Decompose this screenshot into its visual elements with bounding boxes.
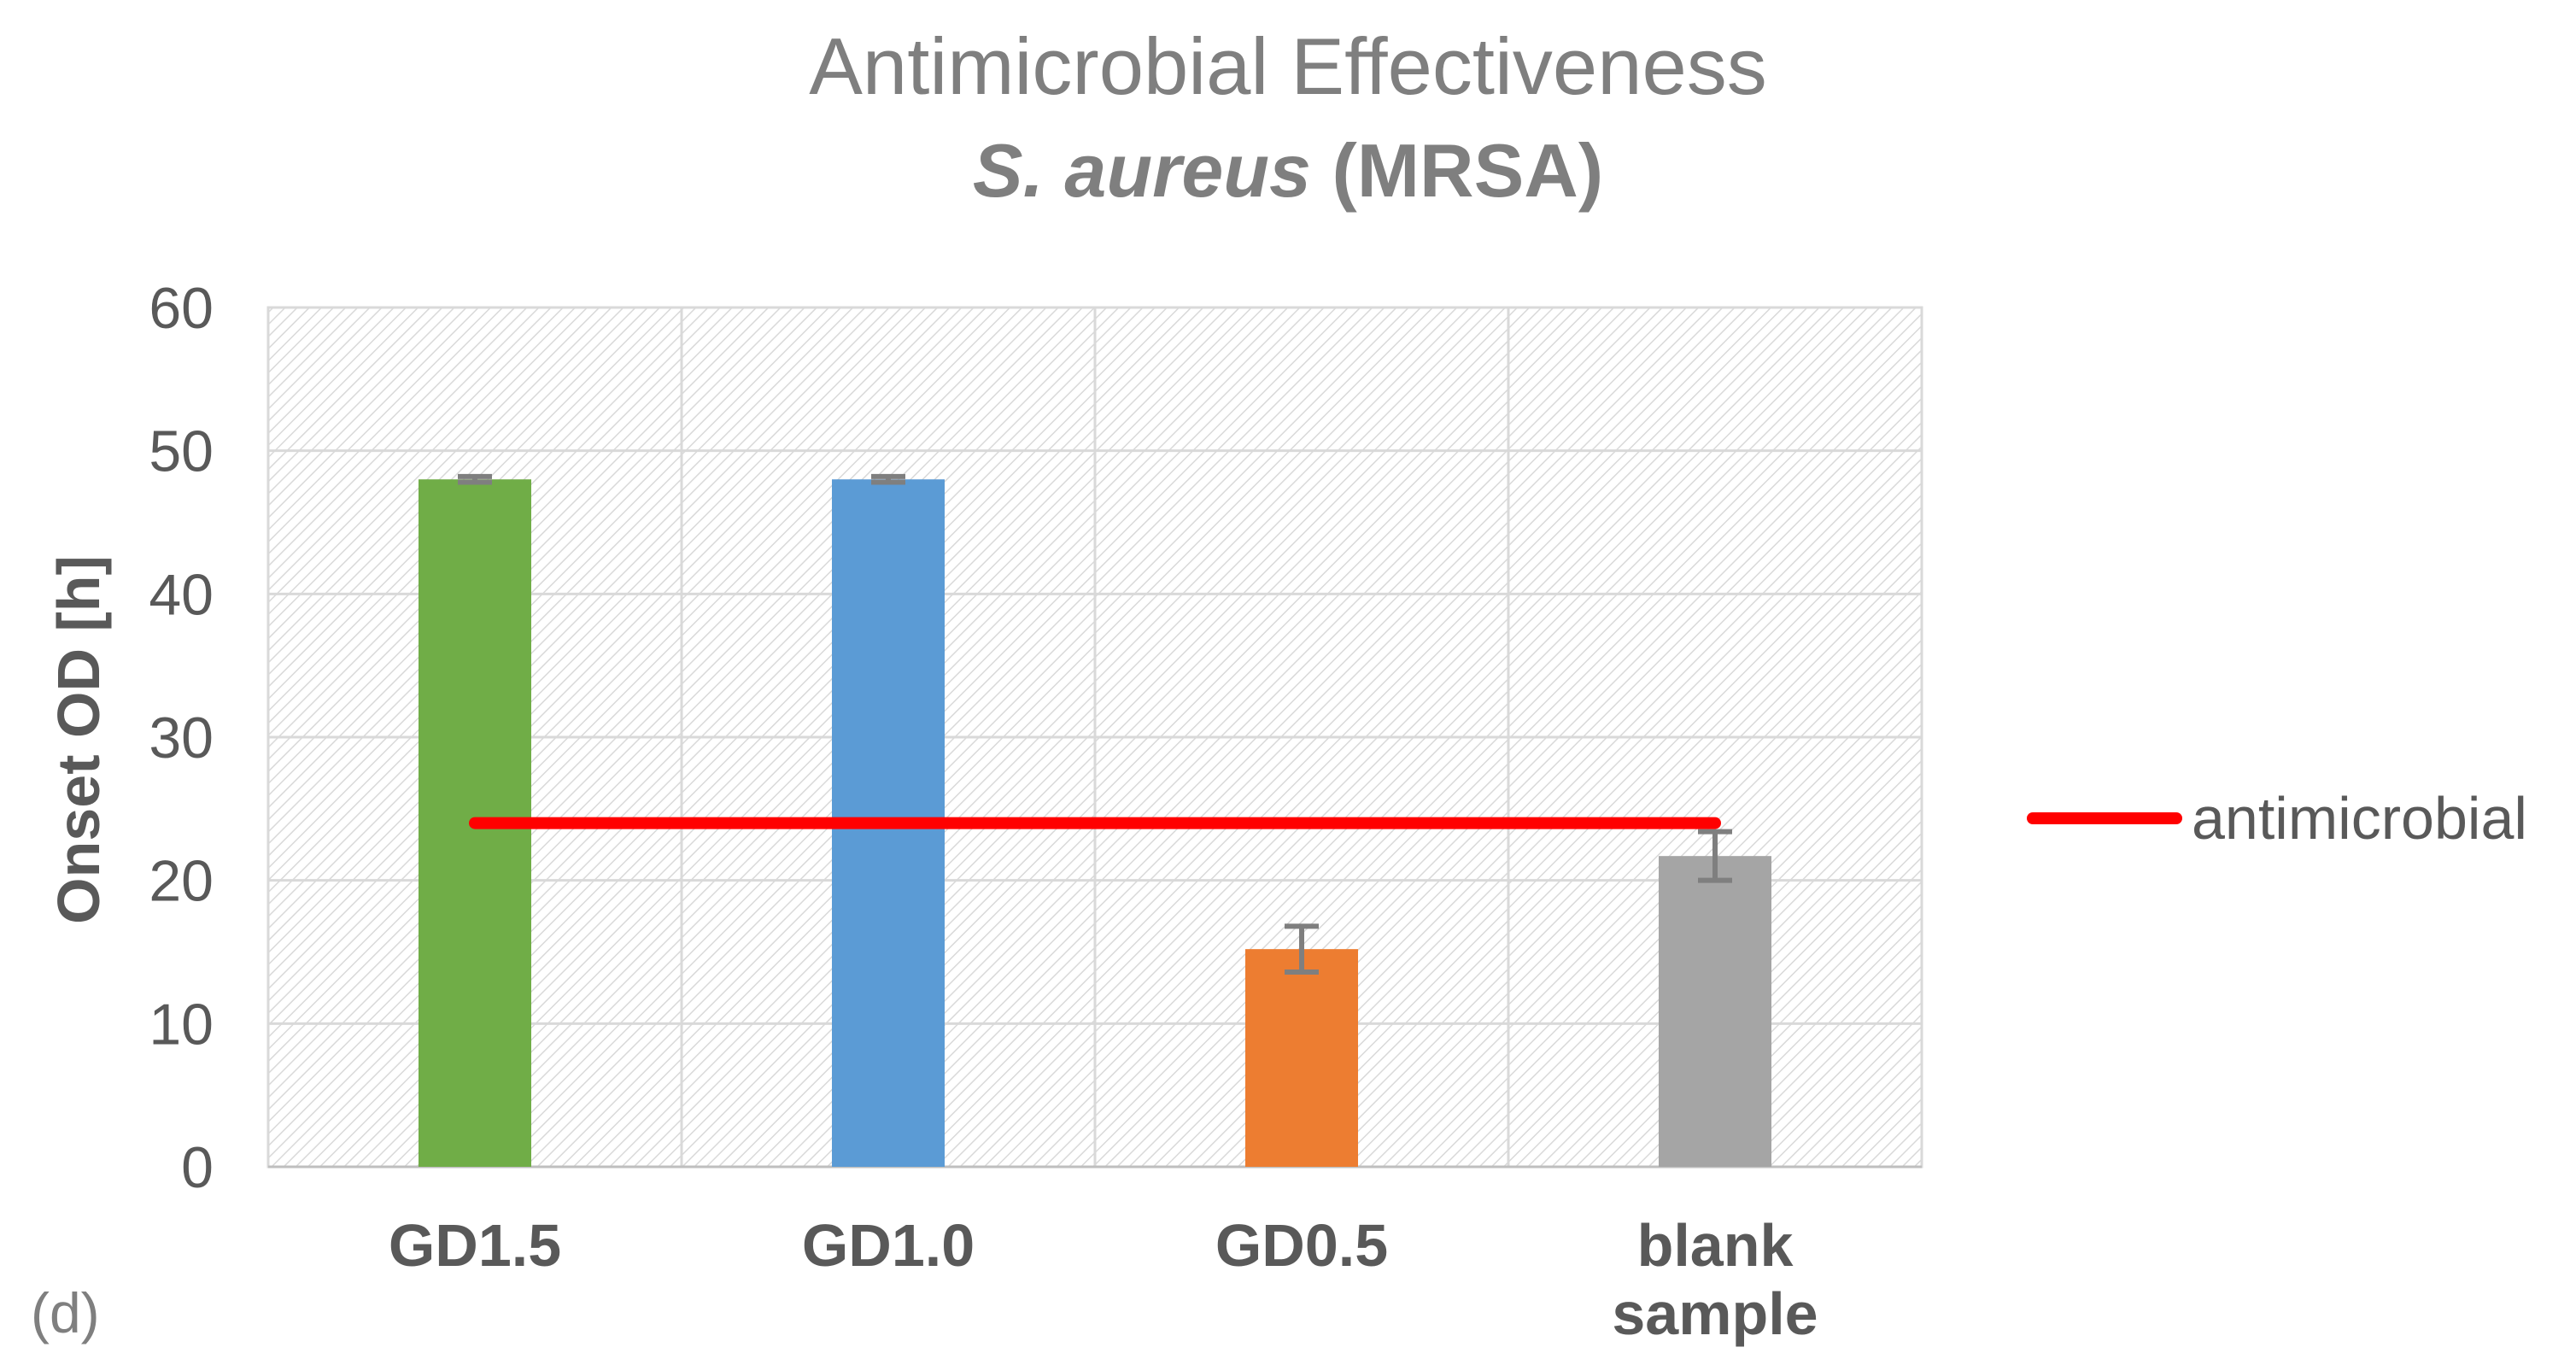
error-bars [458,473,1732,975]
y-axis-ticks: 0 10 20 30 40 50 60 [149,276,214,1200]
y-tick-label-0: 0 [181,1135,214,1200]
y-tick-label-6: 60 [149,276,214,341]
x-tick-label-2: GD0.5 [1215,1212,1388,1279]
bar-2 [1245,949,1358,1167]
y-tick-label-1: 10 [149,992,214,1057]
error-bar-2 [1285,923,1319,975]
chart-subtitle: S. aureus (MRSA) [973,128,1603,213]
chart-title: Antimicrobial Effectiveness [809,21,1767,111]
y-tick-label-2: 20 [149,849,214,914]
bar-3 [1659,856,1771,1167]
grid-lines [268,306,1922,1169]
x-axis-ticks: GD1.5 GD1.0 GD0.5 blank sample [389,1212,1818,1347]
x-tick-label-line: GD0.5 [1215,1212,1388,1279]
x-tick-label-1: GD1.0 [802,1212,975,1279]
bars [419,479,1771,1167]
x-tick-label-line: GD1.5 [389,1212,561,1279]
legend-label: antimicrobial [2192,785,2527,852]
x-tick-label-0: GD1.5 [389,1212,561,1279]
y-tick-label-3: 30 [149,706,214,770]
y-axis-label: Onset OD [h] [45,555,112,924]
x-tick-label-line: sample [1612,1280,1818,1347]
y-tick-label-4: 40 [149,562,214,627]
error-bar-1 [871,473,905,485]
chart-subtitle-italic: S. aureus [973,128,1311,213]
error-bar-3 [1698,829,1732,883]
chart-subtitle-plain: (MRSA) [1311,128,1603,213]
x-tick-label-line: blank [1637,1212,1794,1279]
legend: antimicrobial [2027,785,2527,852]
error-bar-0 [458,473,492,485]
x-tick-label-line: GD1.0 [802,1212,975,1279]
y-tick-label-5: 50 [149,419,214,484]
panel-label: (d) [31,1281,100,1344]
x-tick-label-3: blank sample [1612,1212,1818,1347]
